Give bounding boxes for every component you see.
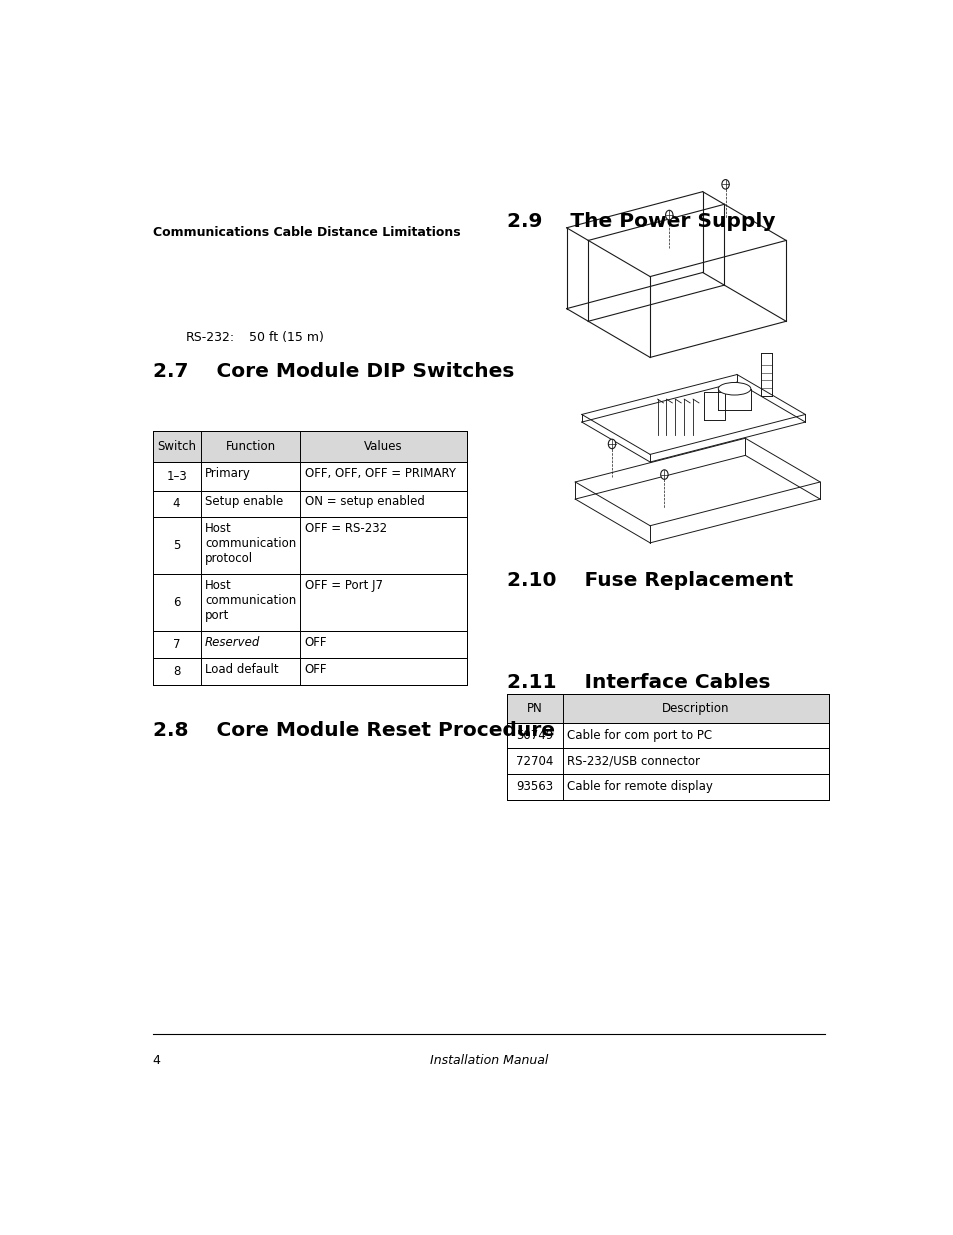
Circle shape bbox=[665, 210, 672, 220]
Text: 6: 6 bbox=[172, 597, 180, 609]
Bar bbox=[507, 694, 828, 799]
Text: Installation Manual: Installation Manual bbox=[429, 1053, 548, 1067]
Text: 2.9    The Power Supply: 2.9 The Power Supply bbox=[507, 212, 775, 231]
Bar bbox=[152, 431, 466, 684]
Text: 72704: 72704 bbox=[516, 755, 554, 768]
Text: Values: Values bbox=[364, 440, 402, 453]
Text: Cable for com port to PC: Cable for com port to PC bbox=[567, 729, 712, 742]
Text: 4: 4 bbox=[172, 498, 180, 510]
Bar bbox=[152, 631, 466, 658]
Text: Load default: Load default bbox=[205, 663, 278, 676]
Text: OFF, OFF, OFF = PRIMARY: OFF, OFF, OFF = PRIMARY bbox=[305, 467, 456, 479]
Text: RS-232:: RS-232: bbox=[186, 331, 234, 343]
Circle shape bbox=[721, 179, 728, 189]
Bar bbox=[152, 431, 466, 462]
Bar bbox=[507, 694, 828, 722]
Text: PN: PN bbox=[527, 701, 542, 715]
Bar bbox=[152, 462, 466, 490]
Text: 7: 7 bbox=[172, 638, 180, 651]
Bar bbox=[152, 517, 466, 574]
Text: Primary: Primary bbox=[205, 467, 251, 479]
Bar bbox=[507, 774, 828, 799]
Text: Function: Function bbox=[225, 440, 275, 453]
Bar bbox=[152, 658, 466, 684]
Text: Communications Cable Distance Limitations: Communications Cable Distance Limitation… bbox=[152, 226, 459, 240]
Text: 8: 8 bbox=[172, 664, 180, 678]
Text: Setup enable: Setup enable bbox=[205, 495, 283, 509]
Bar bbox=[507, 722, 828, 748]
Text: OFF = RS-232: OFF = RS-232 bbox=[305, 522, 387, 535]
Text: ON = setup enabled: ON = setup enabled bbox=[305, 495, 424, 509]
Text: 1–3: 1–3 bbox=[166, 469, 187, 483]
Bar bbox=[152, 574, 466, 631]
Text: OFF: OFF bbox=[305, 636, 327, 650]
Text: Switch: Switch bbox=[157, 440, 196, 453]
Bar bbox=[152, 490, 466, 517]
Text: RS-232/USB connector: RS-232/USB connector bbox=[567, 755, 700, 768]
Text: 2.11    Interface Cables: 2.11 Interface Cables bbox=[507, 673, 770, 692]
Text: 4: 4 bbox=[152, 1053, 160, 1067]
Circle shape bbox=[660, 469, 667, 479]
Text: 2.10    Fuse Replacement: 2.10 Fuse Replacement bbox=[507, 572, 793, 590]
Ellipse shape bbox=[718, 383, 750, 395]
Circle shape bbox=[608, 440, 615, 448]
Text: OFF: OFF bbox=[305, 663, 327, 676]
Text: Description: Description bbox=[661, 701, 729, 715]
Text: OFF = Port J7: OFF = Port J7 bbox=[305, 579, 382, 592]
Text: Host
communication
port: Host communication port bbox=[205, 579, 296, 622]
Text: 50 ft (15 m): 50 ft (15 m) bbox=[249, 331, 323, 343]
Text: 2.7    Core Module DIP Switches: 2.7 Core Module DIP Switches bbox=[152, 362, 514, 382]
Text: Host
communication
protocol: Host communication protocol bbox=[205, 522, 296, 564]
Bar bbox=[507, 748, 828, 774]
Text: 5: 5 bbox=[172, 540, 180, 552]
Text: Reserved: Reserved bbox=[205, 636, 260, 650]
Text: Cable for remote display: Cable for remote display bbox=[567, 781, 713, 793]
Text: 2.8    Core Module Reset Procedure: 2.8 Core Module Reset Procedure bbox=[152, 721, 554, 740]
Text: 93563: 93563 bbox=[516, 781, 553, 793]
Text: 50749: 50749 bbox=[516, 729, 553, 742]
